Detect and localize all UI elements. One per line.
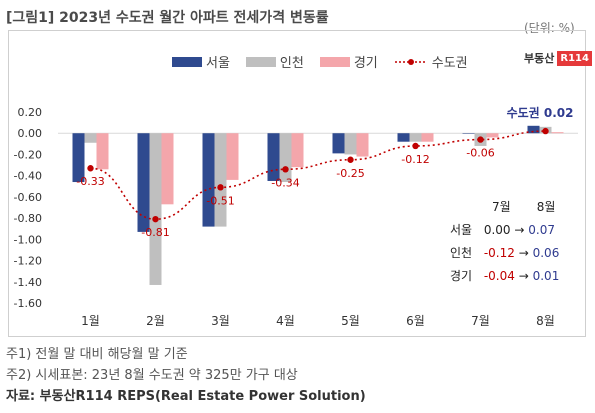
change-row-arrow: → xyxy=(518,269,529,283)
y-tick-label: -0.60 xyxy=(14,191,42,204)
legend-incheon-label: 인천 xyxy=(279,56,304,71)
bar-gyeonggi xyxy=(551,132,564,134)
y-tick-label: 0.20 xyxy=(18,106,43,119)
chart-frame xyxy=(8,30,586,337)
legend-metro-label: 수도권 xyxy=(431,56,468,71)
change-row-to: 0.01 xyxy=(532,269,560,283)
x-tick-label: 7월 xyxy=(471,314,490,328)
change-row-from: 0.00 xyxy=(483,223,511,237)
metro-data-label: 수도권 0.02 xyxy=(507,106,574,120)
y-tick-label: -0.80 xyxy=(14,212,42,225)
change-table: 7월 8월 서울 0.00 → 0.07 인천 -0.12 → 0.06 경기 … xyxy=(450,196,559,288)
bar-gyeonggi xyxy=(356,133,369,157)
footnote-2: 주2) 시세표본: 23년 8월 수도권 약 325만 가구 대상 xyxy=(6,368,298,383)
change-row-arrow: → xyxy=(514,223,525,237)
metro-data-label: -0.34 xyxy=(271,176,299,189)
legend-seoul: 서울 xyxy=(172,52,230,71)
change-row-to: 0.06 xyxy=(532,246,560,260)
logo-text: 부동산 xyxy=(524,52,555,65)
metro-point xyxy=(282,166,289,173)
x-tick-label: 4월 xyxy=(276,314,295,328)
change-header-to: 8월 xyxy=(536,200,556,214)
legend: 서울 인천 경기 수도권 xyxy=(172,52,468,71)
y-tick-label: -0.20 xyxy=(14,148,42,161)
change-row-from: -0.12 xyxy=(483,246,515,260)
bar-incheon xyxy=(149,133,162,285)
bar-seoul xyxy=(267,133,280,181)
footnotes: 주1) 전월 말 대비 해당월 말 기준 주2) 시세표본: 23년 8월 수도… xyxy=(6,344,366,407)
change-row-label: 경기 xyxy=(450,269,473,283)
legend-gyeonggi-swatch xyxy=(319,56,350,67)
metro-point xyxy=(152,215,159,223)
bar-seoul xyxy=(527,125,540,134)
metro-point xyxy=(542,127,549,135)
y-tick-label: -0.40 xyxy=(14,170,42,183)
legend-metro-swatch xyxy=(394,58,427,65)
metro-data-label: -0.12 xyxy=(401,153,429,166)
y-tick-label: -1.20 xyxy=(14,255,42,268)
metro-data-label: -0.25 xyxy=(336,167,364,180)
bar-gyeonggi xyxy=(226,133,239,180)
bar-seoul xyxy=(202,133,215,227)
x-tick-label: 2월 xyxy=(146,314,165,328)
change-row-from: -0.04 xyxy=(483,269,515,283)
y-tick-label: -1.60 xyxy=(14,297,42,310)
metro-data-label: -0.81 xyxy=(141,226,169,239)
change-row-gyeonggi: 경기 -0.04 → 0.01 xyxy=(450,265,559,288)
metro-point xyxy=(347,156,354,163)
x-tick-label: 1월 xyxy=(81,314,100,328)
metro-data-label: -0.33 xyxy=(76,175,104,188)
bar-seoul xyxy=(332,133,345,154)
logo-mark: R114 xyxy=(557,50,592,66)
bar-incheon xyxy=(409,133,422,142)
bar-seoul xyxy=(72,133,85,183)
change-row-label: 서울 xyxy=(450,223,473,237)
legend-seoul-swatch xyxy=(172,56,202,67)
change-row-seoul: 서울 0.00 → 0.07 xyxy=(450,219,559,242)
metro-point xyxy=(477,136,484,143)
change-row-incheon: 인천 -0.12 → 0.06 xyxy=(450,242,559,265)
metro-data-label: -0.51 xyxy=(206,194,234,207)
bar-gyeonggi xyxy=(421,133,434,142)
legend-metro: 수도권 xyxy=(394,52,468,71)
legend-incheon-swatch xyxy=(245,56,276,67)
x-tick-label: 8월 xyxy=(536,314,555,328)
x-tick-label: 3월 xyxy=(211,314,230,328)
change-row-label: 인천 xyxy=(450,246,473,260)
unit-label: (단위: %) xyxy=(524,21,575,35)
bar-incheon xyxy=(344,133,357,155)
x-tick-label: 6월 xyxy=(406,314,425,328)
bar-gyeonggi xyxy=(291,133,304,168)
bar-incheon xyxy=(279,133,292,183)
metro-data-label: -0.06 xyxy=(466,147,494,160)
legend-incheon: 인천 xyxy=(245,52,304,71)
legend-seoul-label: 서울 xyxy=(206,56,230,71)
change-row-to: 0.07 xyxy=(528,223,555,237)
change-table-header: 7월 8월 xyxy=(450,196,559,219)
change-header-from: 7월 xyxy=(492,200,511,214)
metro-point xyxy=(87,165,94,172)
y-tick-label: -1.00 xyxy=(14,233,42,246)
metro-point xyxy=(412,142,419,150)
bar-gyeonggi xyxy=(96,133,109,170)
x-tick-label: 5월 xyxy=(341,314,360,328)
chart-title: [그림1] 2023년 수도권 월간 아파트 전세가격 변동률 xyxy=(6,10,329,26)
change-row-arrow: → xyxy=(518,246,529,260)
r114-logo: 부동산 R114 xyxy=(524,50,592,66)
legend-gyeonggi: 경기 xyxy=(319,52,378,71)
footnote-1: 주1) 전월 말 대비 해당월 말 기준 xyxy=(6,347,188,362)
bar-incheon xyxy=(84,133,97,143)
bar-gyeonggi xyxy=(161,133,174,205)
bar-incheon xyxy=(214,133,227,227)
metro-point xyxy=(217,184,224,191)
y-tick-label: 0.00 xyxy=(18,127,43,140)
bar-gyeonggi xyxy=(486,133,499,138)
bar-seoul xyxy=(397,133,410,142)
bar-seoul xyxy=(462,133,475,134)
legend-gyeonggi-label: 경기 xyxy=(353,56,378,71)
source-note: 자료: 부동산R114 REPS(Real Estate Power Solut… xyxy=(6,389,366,404)
bar-seoul xyxy=(137,133,150,232)
y-tick-label: -1.40 xyxy=(14,276,42,289)
